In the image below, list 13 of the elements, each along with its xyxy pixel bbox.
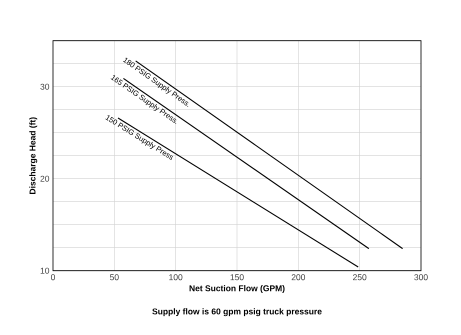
- x-tick-label: 50: [110, 274, 119, 280]
- x-tick-label: 250: [353, 274, 366, 280]
- text: Supply flow is 60 gpm psig truck pressure: [152, 308, 322, 316]
- x-axis-title: Net Suction Flow (GPM): [190, 285, 285, 293]
- x-tick-label: 100: [169, 274, 182, 280]
- y-tick-label: 20: [40, 176, 50, 182]
- x-tick-label: 150: [230, 274, 244, 280]
- y-tick-label: 30: [40, 84, 50, 90]
- y-axis-title: Discharge Head (ft): [29, 117, 38, 194]
- x-tick-label: 0: [50, 274, 56, 280]
- x-tick-label: 300: [414, 274, 428, 280]
- y-tick-label: 10: [40, 268, 50, 274]
- x-tick-label: 200: [292, 274, 306, 280]
